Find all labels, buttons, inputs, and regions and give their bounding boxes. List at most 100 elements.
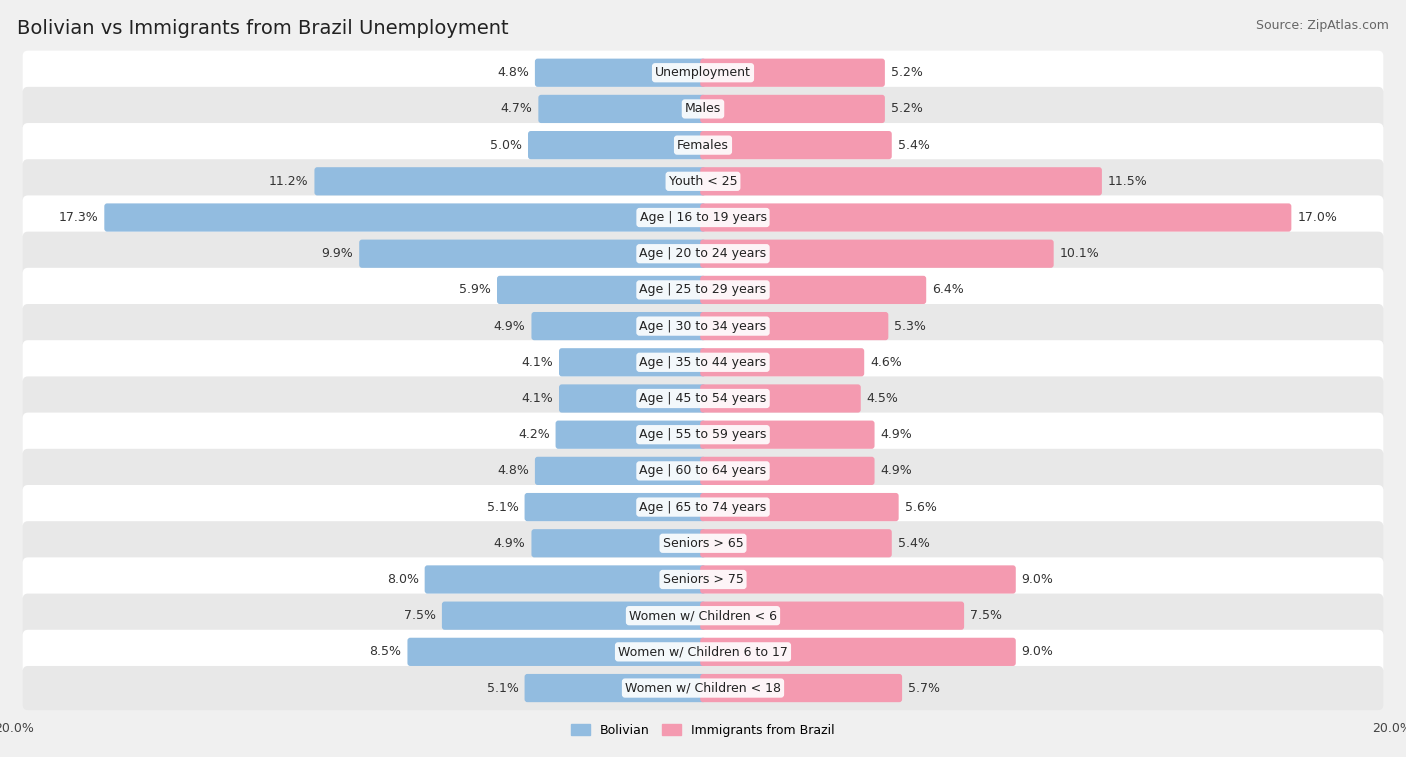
FancyBboxPatch shape: [22, 51, 1384, 95]
Text: Unemployment: Unemployment: [655, 66, 751, 79]
FancyBboxPatch shape: [700, 674, 903, 702]
Legend: Bolivian, Immigrants from Brazil: Bolivian, Immigrants from Brazil: [567, 718, 839, 742]
FancyBboxPatch shape: [22, 376, 1384, 421]
FancyBboxPatch shape: [408, 637, 706, 666]
Text: 5.0%: 5.0%: [491, 139, 522, 151]
FancyBboxPatch shape: [700, 240, 1053, 268]
Text: 5.1%: 5.1%: [486, 681, 519, 695]
Text: 5.3%: 5.3%: [894, 319, 927, 332]
Text: Women w/ Children 6 to 17: Women w/ Children 6 to 17: [619, 646, 787, 659]
Text: 10.1%: 10.1%: [1060, 248, 1099, 260]
FancyBboxPatch shape: [524, 493, 706, 521]
FancyBboxPatch shape: [22, 666, 1384, 710]
FancyBboxPatch shape: [22, 485, 1384, 529]
FancyBboxPatch shape: [700, 529, 891, 557]
Text: Age | 35 to 44 years: Age | 35 to 44 years: [640, 356, 766, 369]
FancyBboxPatch shape: [700, 456, 875, 485]
Text: Seniors > 65: Seniors > 65: [662, 537, 744, 550]
Text: 17.0%: 17.0%: [1298, 211, 1337, 224]
Text: 4.1%: 4.1%: [522, 392, 553, 405]
Text: Age | 65 to 74 years: Age | 65 to 74 years: [640, 500, 766, 513]
FancyBboxPatch shape: [538, 95, 706, 123]
Text: 5.9%: 5.9%: [460, 283, 491, 297]
Text: 4.8%: 4.8%: [498, 464, 529, 478]
FancyBboxPatch shape: [22, 413, 1384, 456]
Text: Seniors > 75: Seniors > 75: [662, 573, 744, 586]
Text: Source: ZipAtlas.com: Source: ZipAtlas.com: [1256, 19, 1389, 32]
FancyBboxPatch shape: [22, 123, 1384, 167]
Text: Males: Males: [685, 102, 721, 115]
FancyBboxPatch shape: [534, 58, 706, 87]
Text: Women w/ Children < 6: Women w/ Children < 6: [628, 609, 778, 622]
Text: 11.5%: 11.5%: [1108, 175, 1147, 188]
FancyBboxPatch shape: [22, 232, 1384, 276]
FancyBboxPatch shape: [315, 167, 706, 195]
FancyBboxPatch shape: [22, 630, 1384, 674]
FancyBboxPatch shape: [534, 456, 706, 485]
FancyBboxPatch shape: [700, 493, 898, 521]
FancyBboxPatch shape: [560, 348, 706, 376]
Text: 11.2%: 11.2%: [269, 175, 308, 188]
Text: Age | 20 to 24 years: Age | 20 to 24 years: [640, 248, 766, 260]
Text: 4.9%: 4.9%: [494, 319, 526, 332]
Text: 7.5%: 7.5%: [404, 609, 436, 622]
FancyBboxPatch shape: [22, 449, 1384, 493]
FancyBboxPatch shape: [22, 593, 1384, 637]
Text: 4.9%: 4.9%: [494, 537, 526, 550]
Text: 7.5%: 7.5%: [970, 609, 1002, 622]
FancyBboxPatch shape: [524, 674, 706, 702]
Text: 5.4%: 5.4%: [897, 139, 929, 151]
FancyBboxPatch shape: [104, 204, 706, 232]
FancyBboxPatch shape: [529, 131, 706, 159]
FancyBboxPatch shape: [555, 421, 706, 449]
FancyBboxPatch shape: [700, 421, 875, 449]
FancyBboxPatch shape: [700, 602, 965, 630]
FancyBboxPatch shape: [700, 131, 891, 159]
Text: 5.2%: 5.2%: [891, 102, 922, 115]
FancyBboxPatch shape: [22, 195, 1384, 240]
Text: Youth < 25: Youth < 25: [669, 175, 737, 188]
Text: 4.9%: 4.9%: [880, 464, 912, 478]
FancyBboxPatch shape: [700, 312, 889, 340]
Text: 9.9%: 9.9%: [322, 248, 353, 260]
Text: 5.2%: 5.2%: [891, 66, 922, 79]
FancyBboxPatch shape: [22, 304, 1384, 348]
Text: 9.0%: 9.0%: [1022, 573, 1053, 586]
FancyBboxPatch shape: [441, 602, 706, 630]
FancyBboxPatch shape: [700, 167, 1102, 195]
Text: Bolivian vs Immigrants from Brazil Unemployment: Bolivian vs Immigrants from Brazil Unemp…: [17, 19, 509, 38]
Text: 8.0%: 8.0%: [387, 573, 419, 586]
FancyBboxPatch shape: [359, 240, 706, 268]
FancyBboxPatch shape: [22, 159, 1384, 204]
Text: Age | 45 to 54 years: Age | 45 to 54 years: [640, 392, 766, 405]
Text: 4.6%: 4.6%: [870, 356, 901, 369]
Text: Age | 25 to 29 years: Age | 25 to 29 years: [640, 283, 766, 297]
Text: 4.1%: 4.1%: [522, 356, 553, 369]
FancyBboxPatch shape: [700, 565, 1015, 593]
FancyBboxPatch shape: [531, 529, 706, 557]
Text: Age | 30 to 34 years: Age | 30 to 34 years: [640, 319, 766, 332]
Text: Females: Females: [678, 139, 728, 151]
Text: 4.5%: 4.5%: [866, 392, 898, 405]
FancyBboxPatch shape: [700, 58, 884, 87]
FancyBboxPatch shape: [700, 385, 860, 413]
Text: Age | 55 to 59 years: Age | 55 to 59 years: [640, 428, 766, 441]
Text: 5.7%: 5.7%: [908, 681, 941, 695]
Text: 6.4%: 6.4%: [932, 283, 965, 297]
Text: 9.0%: 9.0%: [1022, 646, 1053, 659]
Text: Age | 16 to 19 years: Age | 16 to 19 years: [640, 211, 766, 224]
Text: 17.3%: 17.3%: [59, 211, 98, 224]
Text: 5.4%: 5.4%: [897, 537, 929, 550]
Text: 4.7%: 4.7%: [501, 102, 533, 115]
Text: 4.9%: 4.9%: [880, 428, 912, 441]
FancyBboxPatch shape: [700, 348, 865, 376]
FancyBboxPatch shape: [700, 276, 927, 304]
Text: Women w/ Children < 18: Women w/ Children < 18: [626, 681, 780, 695]
Text: 8.5%: 8.5%: [370, 646, 402, 659]
Text: 4.8%: 4.8%: [498, 66, 529, 79]
FancyBboxPatch shape: [531, 312, 706, 340]
Text: 5.6%: 5.6%: [904, 500, 936, 513]
FancyBboxPatch shape: [496, 276, 706, 304]
FancyBboxPatch shape: [22, 87, 1384, 131]
Text: 5.1%: 5.1%: [486, 500, 519, 513]
